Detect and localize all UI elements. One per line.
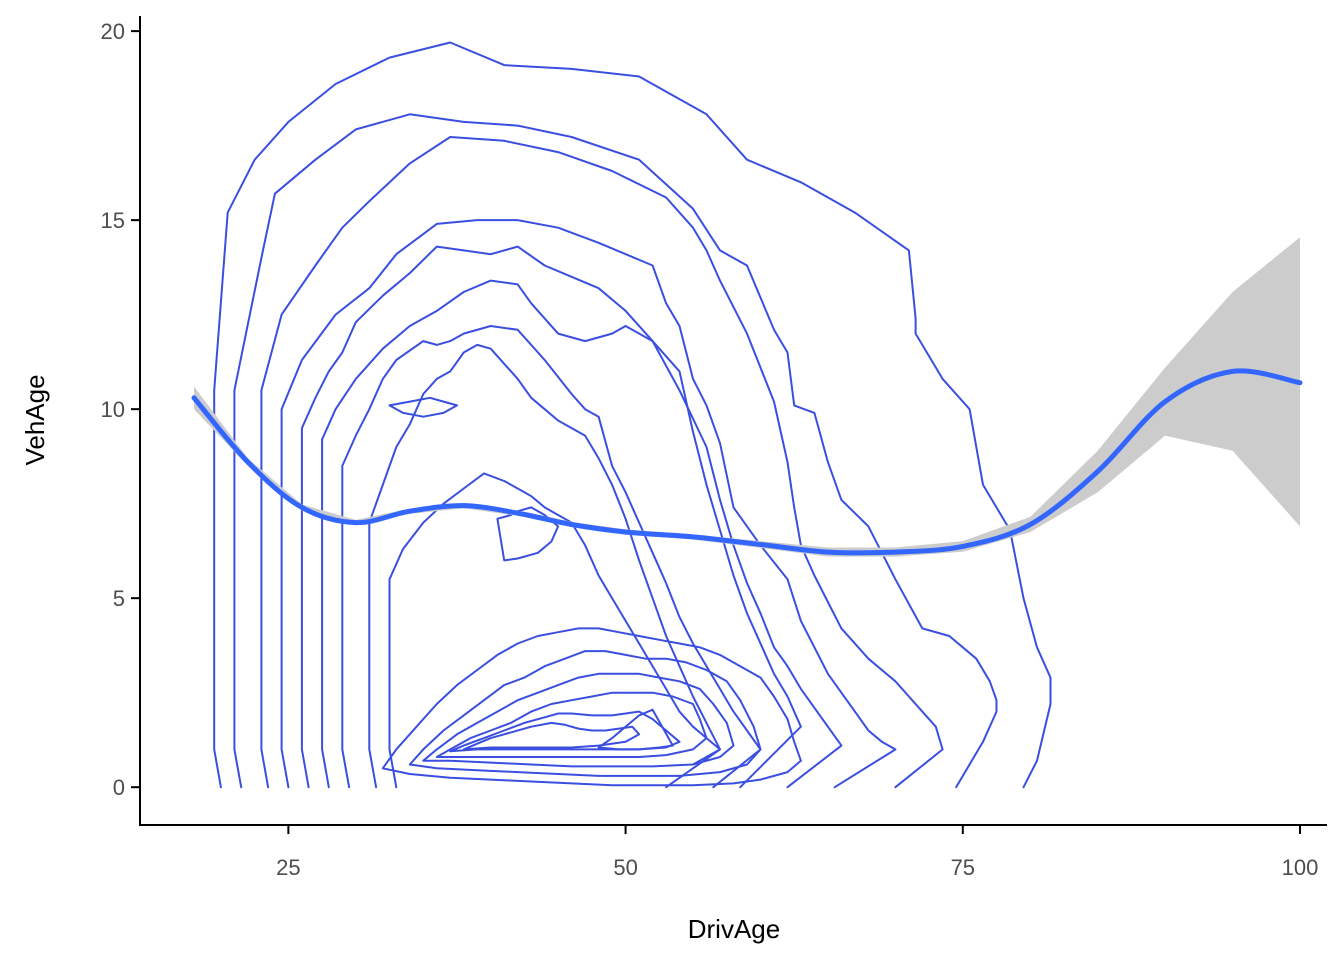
smooth-line-layer — [191, 368, 1303, 556]
contour-line-14 — [449, 710, 681, 753]
x-tick-label: 100 — [1282, 855, 1319, 880]
x-tick-label: 50 — [613, 855, 637, 880]
x-axis: 25 50 75 100 — [139, 824, 1327, 880]
confidence-band — [194, 237, 1300, 557]
contour-line-5 — [300, 245, 843, 789]
contour-line-16 — [597, 708, 674, 751]
contour-line-12 — [422, 672, 735, 768]
contour-line-9 — [388, 472, 721, 789]
contour-line-13 — [435, 691, 708, 758]
y-axis-title: VehAge — [20, 374, 50, 465]
y-tick-label: 5 — [113, 586, 125, 611]
density-contours — [213, 41, 1052, 789]
contour-line-1 — [213, 41, 1052, 789]
x-tick-label: 75 — [951, 855, 975, 880]
contour-line-15 — [462, 721, 641, 751]
x-axis-title: DrivAge — [688, 914, 780, 944]
contour-line-17 — [388, 396, 458, 418]
contour-line-3 — [260, 136, 944, 789]
y-axis: 0 5 10 15 20 — [101, 16, 141, 825]
y-tick-label: 0 — [113, 775, 125, 800]
smooth-line — [191, 368, 1303, 556]
contour-line-11 — [408, 650, 762, 777]
contour-line-6 — [321, 279, 802, 789]
y-tick-label: 10 — [101, 397, 125, 422]
contour-line-4 — [280, 219, 897, 789]
y-tick-label: 20 — [101, 19, 125, 44]
x-ticks: 25 50 75 100 — [276, 825, 1318, 880]
contour-line-7 — [341, 325, 762, 789]
plot-area — [191, 41, 1303, 789]
y-ticks: 0 5 10 15 20 — [101, 19, 140, 800]
contour-line-10 — [381, 627, 802, 787]
y-tick-label: 15 — [101, 208, 125, 233]
x-tick-label: 25 — [276, 855, 300, 880]
confidence-band-layer — [194, 237, 1300, 557]
contour-line-2 — [233, 113, 998, 789]
